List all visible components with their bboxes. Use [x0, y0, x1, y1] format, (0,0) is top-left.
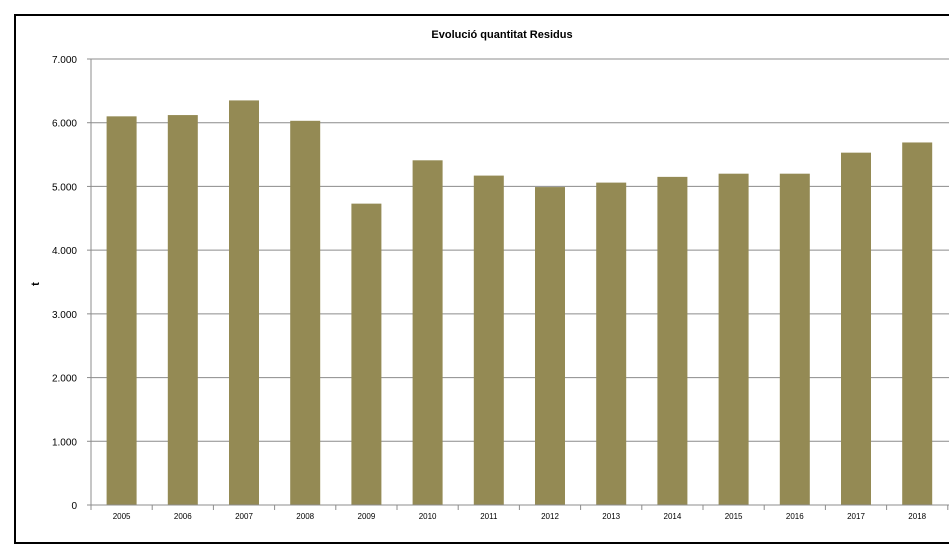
x-tick-label: 2018 [908, 512, 926, 521]
x-tick-label: 2008 [296, 512, 314, 521]
x-tick-label: 2017 [847, 512, 865, 521]
bar [473, 175, 504, 505]
y-tick-label: 7.000 [52, 55, 77, 66]
x-tick-label: 2009 [358, 512, 376, 521]
x-axis-ticks: 2005 2006 2007 2008 2009 2010 2011 2012 2013 2014… [113, 505, 949, 521]
y-tick-label: 4.000 [52, 246, 77, 257]
y-tick-label: 3.000 [52, 310, 77, 321]
y-tick-label: 1.000 [52, 437, 77, 448]
bar [779, 173, 810, 505]
x-tick-label: 2005 [113, 512, 131, 521]
axes [90, 59, 949, 510]
x-tick-label: 2016 [786, 512, 804, 521]
gridlines [91, 58, 949, 442]
bar [106, 116, 137, 505]
y-tick-label: 0 [71, 501, 77, 512]
bar [229, 100, 259, 506]
x-tick-label: 2007 [235, 512, 253, 521]
x-tick-label: 2006 [174, 512, 192, 521]
x-tick-label: 2014 [664, 512, 682, 521]
bar [412, 160, 443, 505]
bar [596, 182, 627, 505]
bar [290, 120, 321, 505]
x-tick-label: 2015 [725, 512, 743, 521]
bar-chart: Evolució quantitat Residus t 0 1.000 2.000… [30, 29, 949, 521]
x-tick-label: 2011 [480, 512, 498, 521]
chart-title: Evolució quantitat Residus [431, 29, 572, 41]
chart-frame: Evolució quantitat Residus t 0 1.000 2.000… [14, 14, 949, 544]
y-axis-ticks: 0 1.000 2.000 3.000 4.000 5.000 6.000 7.000 [52, 55, 91, 512]
bar [718, 173, 749, 505]
bar [902, 142, 933, 506]
bar [167, 115, 198, 505]
x-tick-label: 2012 [541, 512, 559, 521]
x-tick-label: 2010 [419, 512, 437, 521]
y-tick-label: 6.000 [52, 119, 77, 130]
x-tick-label: 2013 [602, 512, 620, 521]
y-tick-label: 2.000 [52, 374, 77, 385]
y-axis-label: t [30, 282, 42, 286]
bar [841, 152, 871, 505]
bar [657, 176, 688, 505]
y-tick-label: 5.000 [52, 182, 77, 193]
bar [351, 203, 382, 506]
bars [106, 100, 933, 506]
bar [535, 187, 565, 505]
